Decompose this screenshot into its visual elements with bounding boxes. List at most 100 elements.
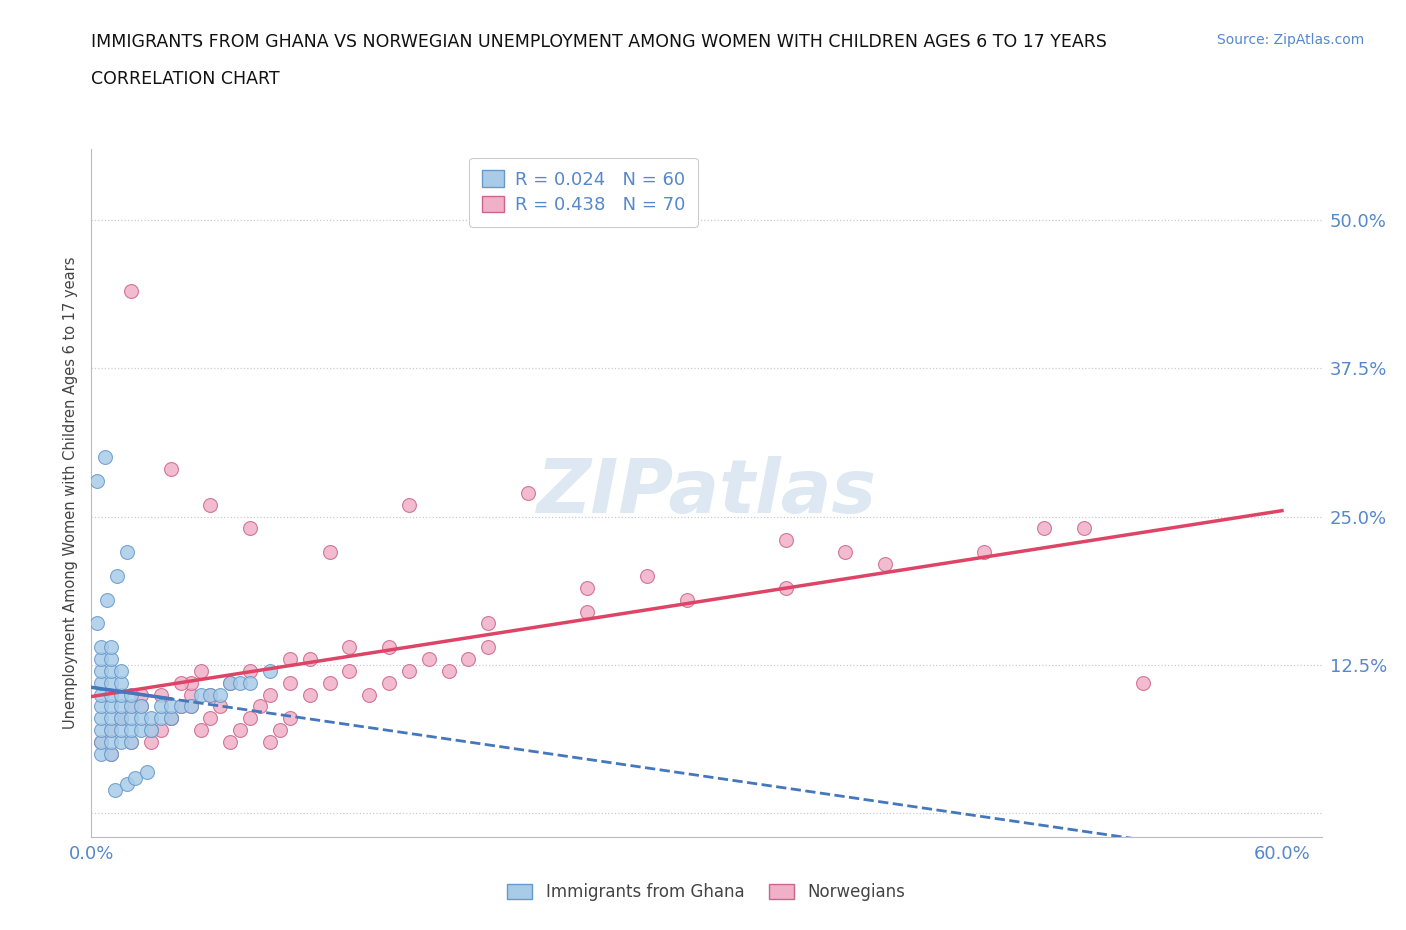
Point (100, 723, 122, 737)
Point (180, 687, 202, 702)
Point (120, 687, 142, 702)
Point (200, 711, 222, 725)
Point (159, 711, 181, 725)
Point (120, 699, 142, 714)
Point (269, 723, 291, 737)
Point (477, 640, 499, 655)
Point (973, 545, 995, 560)
Point (90, 687, 112, 702)
Legend: Immigrants from Ghana, Norwegians: Immigrants from Ghana, Norwegians (501, 876, 912, 908)
Point (229, 675, 252, 690)
Point (298, 652, 321, 667)
Point (1132, 675, 1154, 690)
Point (149, 723, 172, 737)
Point (259, 663, 281, 678)
Point (90, 663, 112, 678)
Y-axis label: Unemployment Among Women with Children Ages 6 to 17 years: Unemployment Among Women with Children A… (62, 257, 77, 729)
Point (775, 580, 797, 595)
Point (110, 711, 132, 725)
Point (90, 711, 112, 725)
Point (359, 687, 381, 702)
Point (229, 723, 252, 737)
Point (180, 699, 202, 714)
Point (110, 687, 132, 702)
Point (136, 764, 159, 779)
Point (110, 723, 132, 737)
Point (139, 723, 162, 737)
Point (209, 699, 232, 714)
Point (278, 652, 301, 667)
Point (239, 711, 262, 725)
Point (239, 521, 262, 536)
Point (180, 699, 202, 714)
Point (200, 498, 222, 512)
Point (110, 735, 132, 750)
Point (129, 699, 152, 714)
Point (180, 675, 202, 690)
Point (120, 723, 142, 737)
Point (120, 735, 142, 750)
Point (149, 711, 172, 725)
Point (675, 592, 697, 607)
Point (129, 699, 152, 714)
Text: Source: ZipAtlas.com: Source: ZipAtlas.com (1216, 33, 1364, 46)
Point (457, 652, 479, 667)
Point (378, 675, 401, 690)
Point (120, 699, 142, 714)
Point (100, 747, 122, 762)
Point (576, 604, 599, 619)
Point (259, 687, 281, 702)
Point (170, 699, 193, 714)
Point (129, 711, 152, 725)
Point (115, 545, 138, 560)
Point (219, 675, 242, 690)
Point (378, 640, 401, 655)
Point (90, 747, 112, 762)
Point (90, 723, 112, 737)
Point (104, 782, 127, 797)
Point (105, 568, 128, 583)
Point (110, 663, 132, 678)
Point (200, 687, 222, 702)
Point (576, 580, 599, 595)
Point (110, 699, 132, 714)
Point (398, 663, 420, 678)
Point (318, 545, 340, 560)
Point (110, 675, 132, 690)
Point (120, 735, 142, 750)
Point (398, 498, 420, 512)
Point (115, 777, 138, 791)
Point (120, 284, 142, 299)
Point (209, 687, 232, 702)
Text: IMMIGRANTS FROM GHANA VS NORWEGIAN UNEMPLOYMENT AMONG WOMEN WITH CHILDREN AGES 6: IMMIGRANTS FROM GHANA VS NORWEGIAN UNEMP… (91, 33, 1108, 50)
Point (149, 699, 172, 714)
Point (90, 699, 112, 714)
Point (834, 545, 856, 560)
Point (1073, 521, 1095, 536)
Point (437, 663, 460, 678)
Point (100, 675, 122, 690)
Point (100, 699, 122, 714)
Point (159, 461, 181, 476)
Point (110, 711, 132, 725)
Point (318, 675, 340, 690)
Point (100, 652, 122, 667)
Point (170, 675, 193, 690)
Point (278, 711, 301, 725)
Point (159, 711, 181, 725)
Point (96, 592, 118, 607)
Point (86, 616, 108, 631)
Point (100, 687, 122, 702)
Point (170, 699, 193, 714)
Point (90, 735, 112, 750)
Point (90, 640, 112, 655)
Point (159, 711, 181, 725)
Point (110, 711, 132, 725)
Point (100, 711, 122, 725)
Point (516, 485, 538, 500)
Point (219, 735, 242, 750)
Point (636, 568, 658, 583)
Point (100, 747, 122, 762)
Point (90, 675, 112, 690)
Point (129, 723, 152, 737)
